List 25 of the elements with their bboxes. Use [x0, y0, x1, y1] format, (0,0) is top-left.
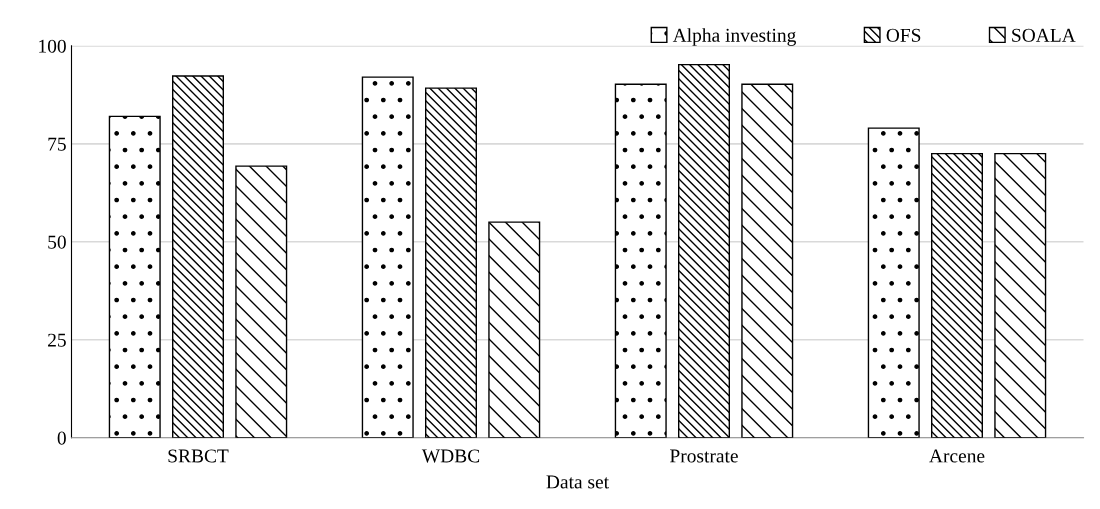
bar — [172, 75, 224, 438]
bar — [931, 152, 983, 438]
legend-label: OFS — [886, 28, 921, 42]
x-axis-title: Data set — [546, 475, 609, 489]
x-tick-label: SRBCT — [168, 449, 229, 463]
x-tick-label: Arcene — [929, 449, 985, 463]
bar — [614, 83, 667, 438]
bar — [741, 83, 794, 438]
legend-label: Alpha investing — [672, 28, 796, 46]
bar — [488, 221, 541, 438]
x-tick-label: WDBC — [421, 449, 480, 463]
bar — [108, 115, 161, 438]
y-tick-label: 50 — [48, 235, 66, 249]
bar — [994, 152, 1047, 438]
x-tick-label: Prostrate — [670, 449, 738, 463]
bar — [678, 63, 730, 438]
y-tick-label: 25 — [48, 333, 66, 347]
bar — [425, 87, 477, 438]
bar — [235, 165, 288, 438]
legend-label: SOALA — [1012, 28, 1076, 42]
y-tick-label: 100 — [39, 39, 66, 53]
y-tick-label: 75 — [48, 137, 66, 151]
y-tick-label: 0 — [57, 431, 66, 445]
bar — [361, 76, 414, 438]
bar — [867, 127, 920, 438]
